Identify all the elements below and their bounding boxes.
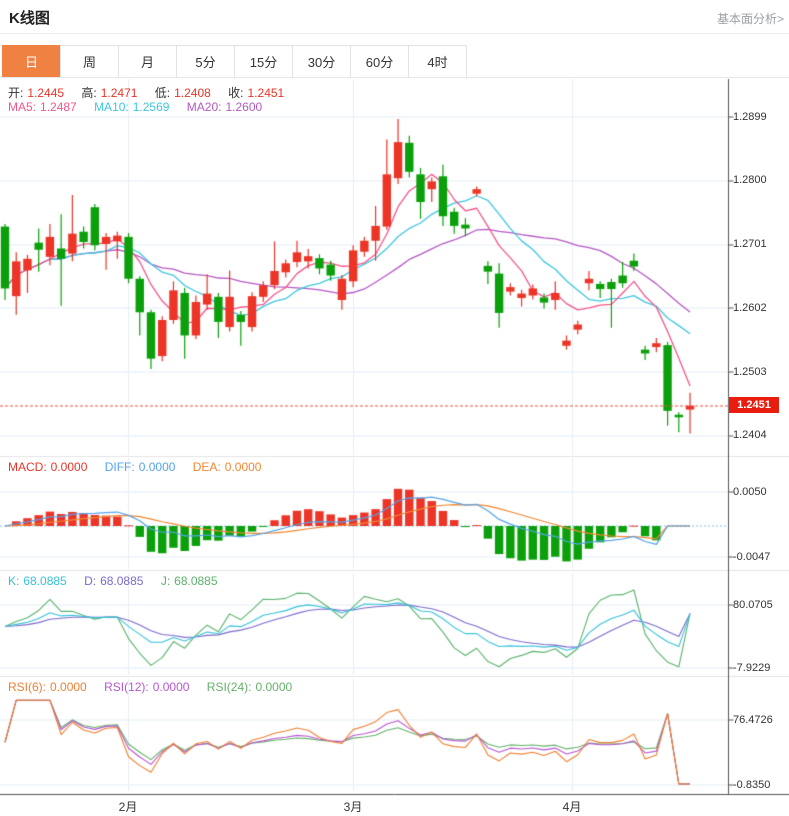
tab-daily[interactable]: 日 [2, 45, 61, 78]
dea-label: DEA: [192, 460, 221, 474]
tab-60min[interactable]: 60分 [350, 45, 409, 78]
ma10-value: 1.2569 [132, 100, 170, 114]
x-axis-label-apr: 4月 [562, 800, 582, 814]
low-label: 低: [154, 86, 171, 100]
macd-label: MACD: [8, 460, 47, 474]
dea-value: 0.0000 [224, 460, 262, 474]
k-label: K: [8, 574, 20, 588]
rsi6-label: RSI(6): [8, 680, 47, 694]
fundamental-analysis-link[interactable]: 基本面分析> [716, 12, 784, 26]
j-value: 68.0885 [174, 574, 218, 588]
high-label: 高: [81, 86, 97, 100]
kdj-legend: K: 68.0885 D: 68.0885 J: 68.0885 [8, 574, 222, 588]
d-value: 68.0885 [100, 574, 144, 588]
ma5-value: 1.2487 [40, 100, 77, 114]
x-axis-label-mar: 3月 [343, 800, 363, 814]
low-value: 1.2408 [174, 86, 211, 100]
open-label: 开: [8, 86, 24, 100]
ma20-value: 1.2600 [225, 100, 263, 114]
diff-value: 0.0000 [138, 460, 176, 474]
period-tabs: 日 周 月 5分 15分 30分 60分 4时 [2, 45, 467, 78]
k-value: 68.0885 [23, 574, 67, 588]
ma5-label: MA5: [8, 100, 37, 114]
tab-4hour[interactable]: 4时 [408, 45, 467, 78]
header-divider [0, 33, 789, 34]
diff-label: DIFF: [104, 460, 135, 474]
close-value: 1.2451 [247, 86, 285, 100]
tab-monthly[interactable]: 月 [118, 45, 177, 78]
ma10-label: MA10: [94, 100, 129, 114]
page-title: K线图 [9, 10, 50, 27]
macd-value: 0.0000 [50, 460, 88, 474]
macd-legend: MACD: 0.0000 DIFF: 0.0000 DEA: 0.0000 [8, 460, 265, 474]
tab-30min[interactable]: 30分 [292, 45, 351, 78]
tabs-underline [0, 77, 789, 78]
ma20-label: MA20: [186, 100, 222, 114]
j-label: J: [160, 574, 171, 588]
ohlc-legend: 开: 1.2445 高: 1.2471 低: 1.2408 收: 1.2451 [8, 84, 288, 101]
close-label: 收: [228, 86, 244, 100]
tab-weekly[interactable]: 周 [60, 45, 119, 78]
d-label: D: [84, 574, 97, 588]
rsi12-label: RSI(12): [104, 680, 149, 694]
tab-15min[interactable]: 15分 [234, 45, 293, 78]
x-axis-label-feb: 2月 [118, 800, 138, 814]
current-price-badge: 1.2451 [729, 397, 779, 413]
rsi6-value: 0.0000 [50, 680, 87, 694]
high-value: 1.2471 [100, 86, 138, 100]
rsi-legend: RSI(6): 0.0000 RSI(12): 0.0000 RSI(24): 0.0… [8, 680, 296, 694]
tab-5min[interactable]: 5分 [176, 45, 235, 78]
rsi24-label: RSI(24): [206, 680, 252, 694]
open-value: 1.2445 [27, 86, 65, 100]
rsi12-value: 0.0000 [152, 680, 190, 694]
rsi24-value: 0.0000 [255, 680, 293, 694]
ma-legend: MA5: 1.2487 MA10: 1.2569 MA20: 1.2600 [8, 100, 266, 114]
